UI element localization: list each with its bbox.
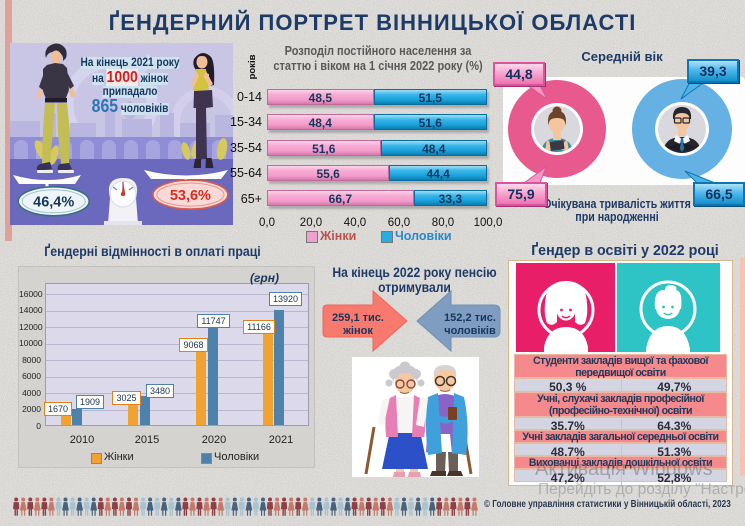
svg-text:259,1 тис.: 259,1 тис. bbox=[332, 312, 384, 324]
svg-text:53,6%: 53,6% bbox=[170, 188, 211, 204]
svg-text:жінок: жінок bbox=[342, 325, 373, 337]
svg-text:46,4%: 46,4% bbox=[33, 195, 74, 211]
svg-text:152,2 тис.: 152,2 тис. bbox=[444, 312, 496, 324]
svg-text:чоловіків: чоловіків bbox=[444, 325, 496, 337]
